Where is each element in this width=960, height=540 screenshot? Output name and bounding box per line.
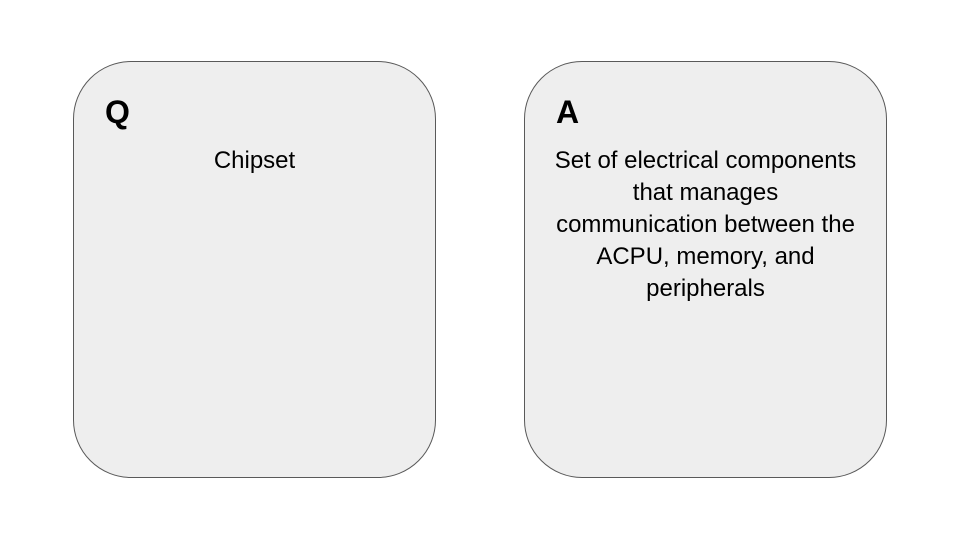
question-text: Chipset — [213, 147, 296, 174]
question-card: Q Chipset — [73, 61, 436, 478]
answer-card: A Set of electrical components that mana… — [524, 61, 887, 478]
answer-text: Set of electrical components that manage… — [554, 147, 857, 302]
answer-label: A — [556, 94, 580, 130]
question-label: Q — [105, 94, 130, 130]
